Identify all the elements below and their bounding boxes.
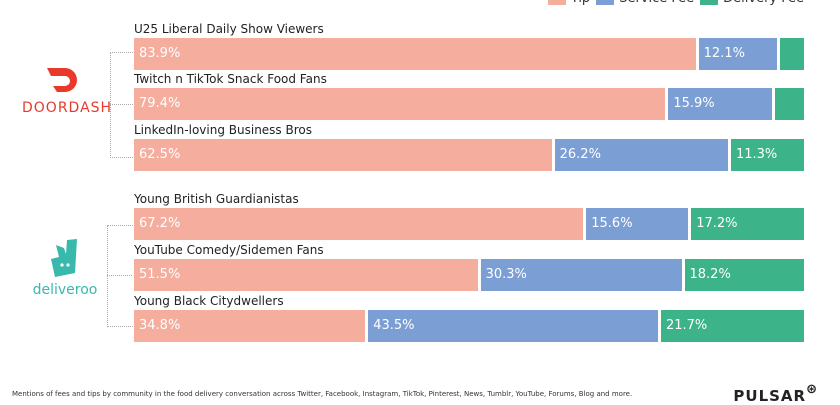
category-label: YouTube Comedy/Sidemen Fans bbox=[134, 243, 324, 257]
bar-tip: 83.9% bbox=[134, 38, 696, 70]
legend-label: Delivery Fee bbox=[723, 0, 804, 6]
legend-item: Delivery Fee bbox=[700, 0, 804, 6]
legend-swatch bbox=[700, 0, 719, 5]
asterisk-icon: ⊛ bbox=[806, 382, 818, 397]
legend-label: Tip bbox=[571, 0, 590, 6]
legend-swatch bbox=[547, 0, 566, 5]
pulsar-wordmark: PULSAR bbox=[733, 387, 807, 405]
legend-swatch bbox=[596, 0, 615, 5]
bracket-tick bbox=[107, 275, 132, 276]
legend: Tip Service Fee Delivery Fee bbox=[546, 0, 804, 6]
deliveroo-kangaroo-icon bbox=[51, 239, 77, 277]
doordash-icon bbox=[47, 68, 77, 92]
pulsar-logo: PULSAR⊛ bbox=[733, 382, 818, 405]
bar-service-fee: 43.5% bbox=[368, 310, 658, 342]
category-label: Young British Guardianistas bbox=[134, 192, 299, 206]
category-label: Twitch n TikTok Snack Food Fans bbox=[134, 72, 327, 86]
bar-service-fee: 15.9% bbox=[668, 88, 773, 120]
bar-delivery-fee: 11.3% bbox=[730, 139, 804, 171]
bar-delivery-fee bbox=[780, 38, 804, 70]
bracket-tick bbox=[110, 104, 135, 105]
bar-delivery-fee: 18.2% bbox=[684, 259, 804, 291]
category-label: U25 Liberal Daily Show Viewers bbox=[134, 22, 324, 36]
bar-delivery-fee: 17.2% bbox=[691, 208, 804, 240]
bar-service-fee: 15.6% bbox=[586, 208, 689, 240]
legend-label: Service Fee bbox=[619, 0, 694, 6]
bar-tip: 34.8% bbox=[134, 310, 366, 342]
doordash-wordmark: DOORDASH bbox=[22, 100, 113, 116]
category-label: LinkedIn-loving Business Bros bbox=[134, 123, 312, 137]
bar-tip: 51.5% bbox=[134, 259, 478, 291]
bar-delivery-fee: 21.7% bbox=[660, 310, 804, 342]
footer-note: Mentions of fees and tips by community i… bbox=[12, 390, 633, 398]
doordash-bracket bbox=[110, 52, 135, 158]
doordash-logo: DOORDASH bbox=[22, 66, 113, 116]
bar-service-fee: 30.3% bbox=[480, 259, 682, 291]
deliveroo-bracket bbox=[107, 225, 135, 327]
deliveroo-logo: deliveroo bbox=[30, 238, 100, 298]
bar-service-fee: 12.1% bbox=[698, 38, 778, 70]
bar-tip: 79.4% bbox=[134, 88, 666, 120]
bar-service-fee: 26.2% bbox=[554, 139, 728, 171]
legend-item: Tip bbox=[547, 0, 590, 6]
bar-delivery-fee bbox=[775, 88, 804, 120]
legend-item: Service Fee bbox=[596, 0, 694, 6]
bar-tip: 62.5% bbox=[134, 139, 552, 171]
bar-tip: 67.2% bbox=[134, 208, 584, 240]
category-label: Young Black Citydwellers bbox=[134, 294, 284, 308]
deliveroo-wordmark: deliveroo bbox=[32, 282, 98, 298]
